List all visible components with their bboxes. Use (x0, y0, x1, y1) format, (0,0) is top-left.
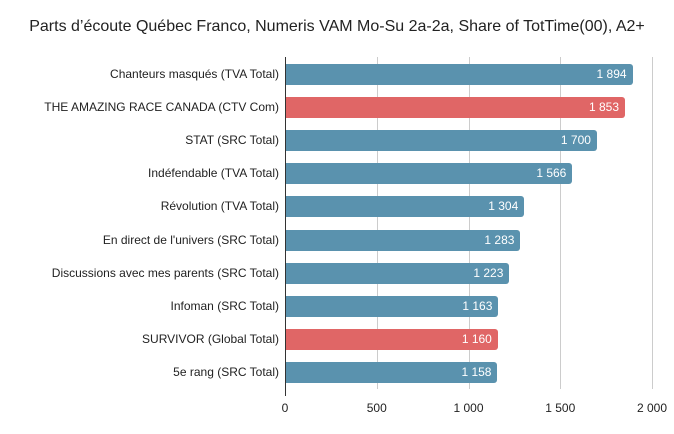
bar: 1 283 (286, 229, 521, 251)
bar: 1 700 (286, 130, 597, 152)
category-label: THE AMAZING RACE CANADA (CTV Com) (44, 100, 279, 115)
x-tick-label: 0 (281, 401, 289, 415)
category-label: Chanteurs masqués (TVA Total) (110, 67, 279, 81)
gridline (652, 57, 653, 389)
category-label: 5e rang (SRC Total) (173, 364, 279, 379)
bar: 1 894 (286, 64, 633, 85)
bar: 1 160 (286, 328, 498, 350)
category-label: En direct de l'univers (SRC Total) (102, 232, 279, 247)
bar-value-label: 1 283 (484, 232, 515, 247)
category-label: Infoman (SRC Total) (170, 298, 280, 313)
bar-value-label: 1 158 (461, 364, 492, 379)
y-axis-line (285, 57, 286, 396)
bar: 1 566 (286, 163, 573, 185)
x-tick-label: 2 000 (636, 401, 668, 415)
bar-value-label: 1 853 (588, 100, 620, 115)
gridline (560, 57, 562, 389)
category-label: Discussions avec mes parents (SRC Total) (51, 265, 279, 280)
bar: 1 853 (286, 97, 626, 119)
bar: 1 223 (286, 262, 510, 284)
category-label: SURVIVOR (Global Total) (142, 331, 279, 346)
bar: 1 163 (286, 295, 499, 317)
x-tick-label: 500 (366, 401, 387, 415)
bar-value-label: 1 700 (560, 133, 591, 148)
category-label: Révolution (TVA Total) (160, 199, 279, 214)
bar-value-label: 1 160 (461, 331, 492, 346)
bar-value-label: 1 894 (596, 67, 627, 81)
bar-value-label: 1 223 (473, 265, 504, 280)
chart-title: Parts d’écoute Québec Franco, Numeris VA… (29, 18, 645, 35)
bar-value-label: 1 304 (488, 199, 519, 214)
x-tick-label: 1 500 (545, 401, 576, 415)
bar-value-label: 1 163 (462, 298, 493, 313)
bar: 1 304 (286, 196, 525, 218)
bar: 1 158 (286, 361, 498, 383)
gridline (468, 57, 470, 389)
category-label: Indéfendable (TVA Total) (148, 166, 279, 181)
x-tick-label: 1 000 (453, 401, 484, 415)
category-label: STAT (SRC Total) (185, 133, 279, 148)
gridline (376, 57, 378, 389)
bar-value-label: 1 566 (536, 166, 567, 181)
